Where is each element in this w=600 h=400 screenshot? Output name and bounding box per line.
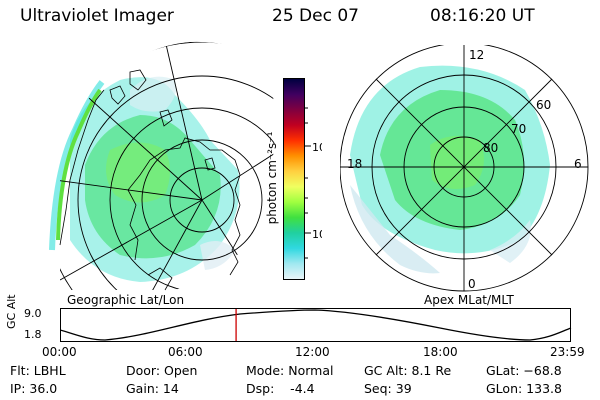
glat-info: GLat: −68.8 <box>486 363 562 378</box>
right-map-caption: Apex MLat/MLT <box>424 293 514 307</box>
mlt-label-12: 12 <box>469 48 484 62</box>
mlat-label-80: 80 <box>483 141 498 155</box>
colorbar-axis: 100 10 photon cm⁻²s⁻¹ <box>265 107 322 259</box>
gc-alt-tick-top: 9.0 <box>24 307 42 320</box>
mlat-label-70: 70 <box>511 122 526 136</box>
time-tick-1200: 12:00 <box>295 345 330 359</box>
latitude-grid <box>60 41 275 290</box>
door-info: Door: Open <box>126 363 198 378</box>
filter-info: Flt: LBHL <box>10 363 66 378</box>
polar-map: 12 18 6 0 60 70 80 <box>340 45 589 292</box>
mlt-label-6: 6 <box>574 157 582 171</box>
polar-emission-image <box>350 65 550 274</box>
timeline-frame <box>60 308 571 342</box>
time-tick-2359: 23:59 <box>550 345 585 359</box>
gain-info: Gain: 14 <box>126 381 179 396</box>
geographic-map <box>49 41 275 291</box>
time-tick-0600: 06:00 <box>168 345 203 359</box>
gc-alt-axis-label: GC Alt <box>5 294 18 329</box>
coastlines <box>59 69 241 291</box>
timeline-strip <box>60 308 572 342</box>
left-map-caption: Geographic Lat/Lon <box>67 293 185 307</box>
time-tick-0000: 00:00 <box>42 345 77 359</box>
dsp-info: Dsp: -4.4 <box>246 381 315 396</box>
time-label: 08:16:20 UT <box>430 6 535 26</box>
mlt-label-0: 0 <box>468 277 476 291</box>
colorbar <box>283 78 305 280</box>
date-label: 25 Dec 07 <box>272 6 359 26</box>
gc-alt-info: GC Alt: 8.1 Re <box>364 363 452 378</box>
mlt-label-18: 18 <box>347 157 362 171</box>
colorbar-tick-100: 100 <box>312 141 322 154</box>
emission-image <box>49 76 240 283</box>
gc-alt-curve <box>60 309 572 341</box>
colorbar-unit-label: photon cm⁻²s⁻¹ <box>265 131 279 224</box>
gc-alt-tick-bottom: 1.8 <box>24 328 42 341</box>
seq-info: Seq: 39 <box>364 381 412 396</box>
ip-info: IP: 36.0 <box>10 381 58 396</box>
time-tick-1800: 18:00 <box>423 345 458 359</box>
glon-info: GLon: 133.8 <box>486 381 562 396</box>
mlat-label-60: 60 <box>536 98 551 112</box>
colorbar-gradient <box>283 78 305 280</box>
mode-info: Mode: Normal <box>246 363 334 378</box>
instrument-title: Ultraviolet Imager <box>20 6 174 26</box>
colorbar-tick-10: 10 <box>312 228 322 241</box>
mlt-meridians <box>340 45 588 291</box>
